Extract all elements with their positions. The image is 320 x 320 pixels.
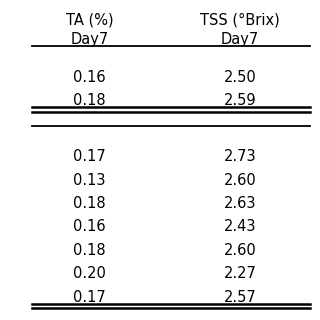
Text: 0.17: 0.17	[73, 290, 106, 305]
Text: Day7: Day7	[221, 32, 259, 47]
Text: 2.73: 2.73	[224, 149, 256, 164]
Text: TA (%): TA (%)	[66, 13, 113, 28]
Text: 2.50: 2.50	[224, 70, 256, 85]
Text: 2.57: 2.57	[224, 290, 256, 305]
Text: 0.18: 0.18	[73, 196, 106, 211]
Text: 0.18: 0.18	[73, 93, 106, 108]
Text: 2.27: 2.27	[224, 266, 256, 281]
Text: 2.59: 2.59	[224, 93, 256, 108]
Text: 0.16: 0.16	[73, 70, 106, 85]
Text: 0.17: 0.17	[73, 149, 106, 164]
Text: Day7: Day7	[70, 32, 109, 47]
Text: 0.18: 0.18	[73, 243, 106, 258]
Text: 2.60: 2.60	[224, 243, 256, 258]
Text: 0.20: 0.20	[73, 266, 106, 281]
Text: TSS (°Brix): TSS (°Brix)	[200, 13, 280, 28]
Text: 0.16: 0.16	[73, 220, 106, 235]
Text: 2.63: 2.63	[224, 196, 256, 211]
Text: 2.43: 2.43	[224, 220, 256, 235]
Text: 2.60: 2.60	[224, 173, 256, 188]
Text: 0.13: 0.13	[73, 173, 106, 188]
